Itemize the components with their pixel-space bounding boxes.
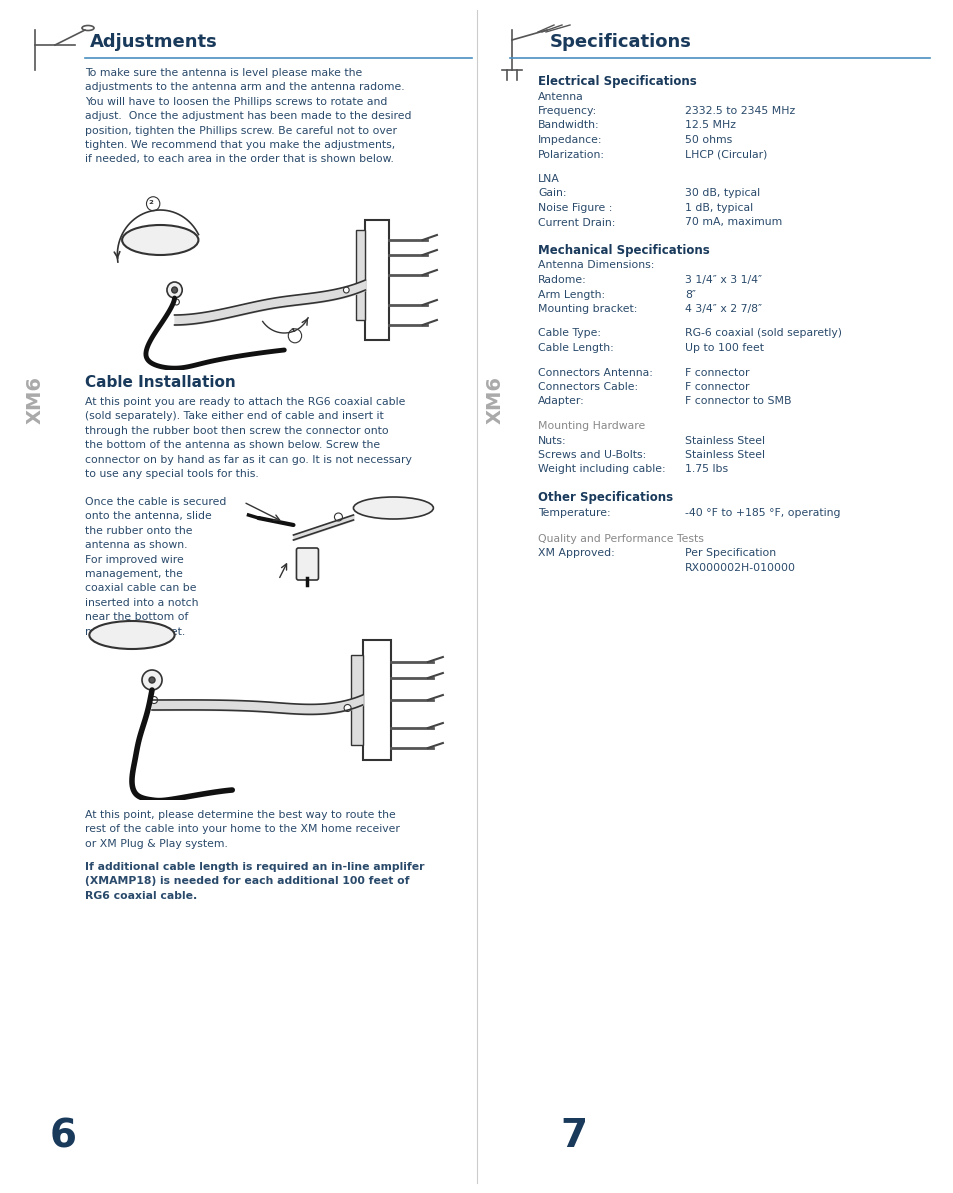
Text: Bandwidth:: Bandwidth:	[537, 120, 599, 130]
Text: Stainless Steel: Stainless Steel	[684, 435, 764, 445]
Text: Per Specification: Per Specification	[684, 549, 776, 558]
Bar	[362, 639, 391, 760]
Circle shape	[149, 676, 155, 684]
Text: 12.5 MHz: 12.5 MHz	[684, 120, 735, 130]
Text: 8″: 8″	[684, 290, 696, 299]
Text: Connectors Cable:: Connectors Cable:	[537, 382, 638, 392]
Text: 6: 6	[50, 1117, 77, 1155]
Text: Nuts:: Nuts:	[537, 435, 566, 445]
Text: 3 1/4″ x 3 1/4″: 3 1/4″ x 3 1/4″	[684, 276, 761, 285]
Text: Arm Length:: Arm Length:	[537, 290, 604, 299]
Circle shape	[173, 299, 179, 305]
Bar	[365, 220, 389, 340]
Text: Polarization:: Polarization:	[537, 149, 604, 160]
Text: Current Drain:: Current Drain:	[537, 217, 615, 228]
Text: Stainless Steel: Stainless Steel	[684, 450, 764, 460]
FancyBboxPatch shape	[296, 548, 318, 580]
Text: Adapter:: Adapter:	[537, 396, 584, 407]
Circle shape	[172, 288, 177, 293]
Text: Mounting bracket:: Mounting bracket:	[537, 304, 637, 314]
Text: Cable Installation: Cable Installation	[85, 375, 235, 390]
Circle shape	[344, 705, 351, 711]
Text: Noise Figure :: Noise Figure :	[537, 203, 612, 214]
Text: Mounting Hardware: Mounting Hardware	[537, 421, 644, 431]
Text: XM6: XM6	[26, 376, 45, 424]
Text: Screws and U-Bolts:: Screws and U-Bolts:	[537, 450, 645, 460]
Ellipse shape	[353, 497, 433, 519]
Text: Electrical Specifications: Electrical Specifications	[537, 75, 696, 88]
Text: F connector: F connector	[684, 382, 749, 392]
Text: Other Specifications: Other Specifications	[537, 492, 673, 503]
Text: XM Approved:: XM Approved:	[537, 549, 614, 558]
Text: Quality and Performance Tests: Quality and Performance Tests	[537, 534, 703, 544]
Text: Up to 100 feet: Up to 100 feet	[684, 344, 763, 353]
Text: LHCP (Circular): LHCP (Circular)	[684, 149, 766, 160]
Circle shape	[142, 670, 162, 690]
Text: Connectors Antenna:: Connectors Antenna:	[537, 367, 652, 377]
Text: 7: 7	[559, 1117, 586, 1155]
Text: Frequency:: Frequency:	[537, 106, 597, 116]
Text: Antenna: Antenna	[537, 92, 583, 101]
Text: To make sure the antenna is level please make the
adjustments to the antenna arm: To make sure the antenna is level please…	[85, 68, 411, 165]
Text: F connector to SMB: F connector to SMB	[684, 396, 791, 407]
Circle shape	[343, 288, 349, 293]
Text: LNA: LNA	[537, 174, 559, 184]
Text: Once the cable is secured
onto the antenna, slide
the rubber onto the
antenna as: Once the cable is secured onto the anten…	[85, 497, 226, 637]
Text: ²: ²	[149, 199, 153, 210]
Text: 50 ohms: 50 ohms	[684, 135, 732, 146]
Text: Gain:: Gain:	[537, 188, 566, 198]
Text: At this point you are ready to attach the RG6 coaxial cable
(sold separately). T: At this point you are ready to attach th…	[85, 397, 412, 480]
Circle shape	[335, 513, 342, 521]
Text: Adjustments: Adjustments	[90, 33, 217, 51]
Text: Impedance:: Impedance:	[537, 135, 602, 146]
Circle shape	[151, 697, 157, 704]
Ellipse shape	[122, 225, 198, 255]
Text: Temperature:: Temperature:	[537, 507, 610, 518]
Bar	[355, 230, 365, 320]
Text: 70 mA, maximum: 70 mA, maximum	[684, 217, 781, 228]
Text: 30 dB, typical: 30 dB, typical	[684, 188, 760, 198]
Text: -40 °F to +185 °F, operating: -40 °F to +185 °F, operating	[684, 507, 840, 518]
Text: XM6: XM6	[485, 376, 504, 424]
Text: If additional cable length is required an in-line amplifer
(XMAMP18) is needed f: If additional cable length is required a…	[85, 863, 424, 901]
Text: F connector: F connector	[684, 367, 749, 377]
Text: RX000002H-010000: RX000002H-010000	[684, 563, 795, 573]
Text: RG-6 coaxial (sold separetly): RG-6 coaxial (sold separetly)	[684, 328, 841, 339]
Text: Mechanical Specifications: Mechanical Specifications	[537, 245, 709, 256]
Text: Antenna Dimensions:: Antenna Dimensions:	[537, 260, 654, 271]
Text: 1.75 lbs: 1.75 lbs	[684, 464, 727, 475]
Text: Specifications: Specifications	[550, 33, 691, 51]
Text: 4 3/4″ x 2 7/8″: 4 3/4″ x 2 7/8″	[684, 304, 761, 314]
Text: 2332.5 to 2345 MHz: 2332.5 to 2345 MHz	[684, 106, 795, 116]
Text: Cable Type:: Cable Type:	[537, 328, 600, 339]
Text: ¹: ¹	[290, 328, 294, 338]
Text: Cable Length:: Cable Length:	[537, 344, 613, 353]
Bar	[351, 655, 362, 744]
Text: 1 dB, typical: 1 dB, typical	[684, 203, 752, 214]
Text: At this point, please determine the best way to route the
rest of the cable into: At this point, please determine the best…	[85, 810, 399, 848]
Text: Radome:: Radome:	[537, 276, 586, 285]
Text: Weight including cable:: Weight including cable:	[537, 464, 665, 475]
Ellipse shape	[90, 622, 174, 649]
Circle shape	[167, 282, 182, 298]
